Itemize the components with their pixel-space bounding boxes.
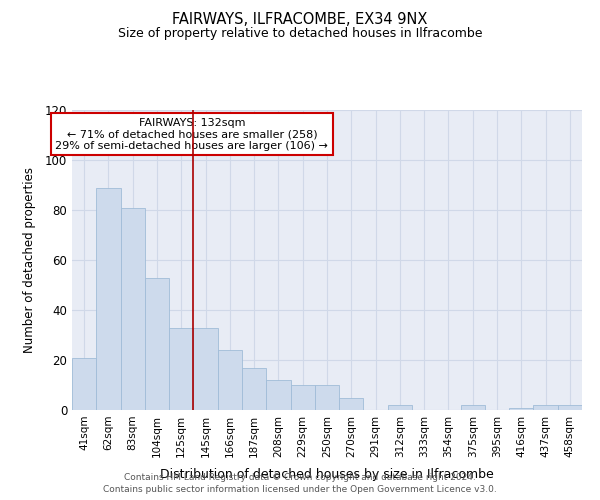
Bar xyxy=(72,358,96,410)
Bar xyxy=(339,398,364,410)
Bar xyxy=(290,385,315,410)
Text: FAIRWAYS, ILFRACOMBE, EX34 9NX: FAIRWAYS, ILFRACOMBE, EX34 9NX xyxy=(172,12,428,28)
Text: FAIRWAYS: 132sqm
← 71% of detached houses are smaller (258)
29% of semi-detached: FAIRWAYS: 132sqm ← 71% of detached house… xyxy=(55,118,328,150)
Bar xyxy=(169,328,193,410)
Bar xyxy=(242,368,266,410)
Bar xyxy=(266,380,290,410)
Text: Size of property relative to detached houses in Ilfracombe: Size of property relative to detached ho… xyxy=(118,28,482,40)
Text: Contains public sector information licensed under the Open Government Licence v3: Contains public sector information licen… xyxy=(103,485,497,494)
X-axis label: Distribution of detached houses by size in Ilfracombe: Distribution of detached houses by size … xyxy=(160,468,494,481)
Y-axis label: Number of detached properties: Number of detached properties xyxy=(23,167,37,353)
Bar xyxy=(315,385,339,410)
Bar xyxy=(388,405,412,410)
Bar xyxy=(509,408,533,410)
Bar xyxy=(461,405,485,410)
Bar xyxy=(193,328,218,410)
Bar xyxy=(121,208,145,410)
Bar xyxy=(558,405,582,410)
Bar xyxy=(145,278,169,410)
Bar xyxy=(533,405,558,410)
Text: Contains HM Land Registry data © Crown copyright and database right 2024.: Contains HM Land Registry data © Crown c… xyxy=(124,472,476,482)
Bar xyxy=(218,350,242,410)
Bar xyxy=(96,188,121,410)
